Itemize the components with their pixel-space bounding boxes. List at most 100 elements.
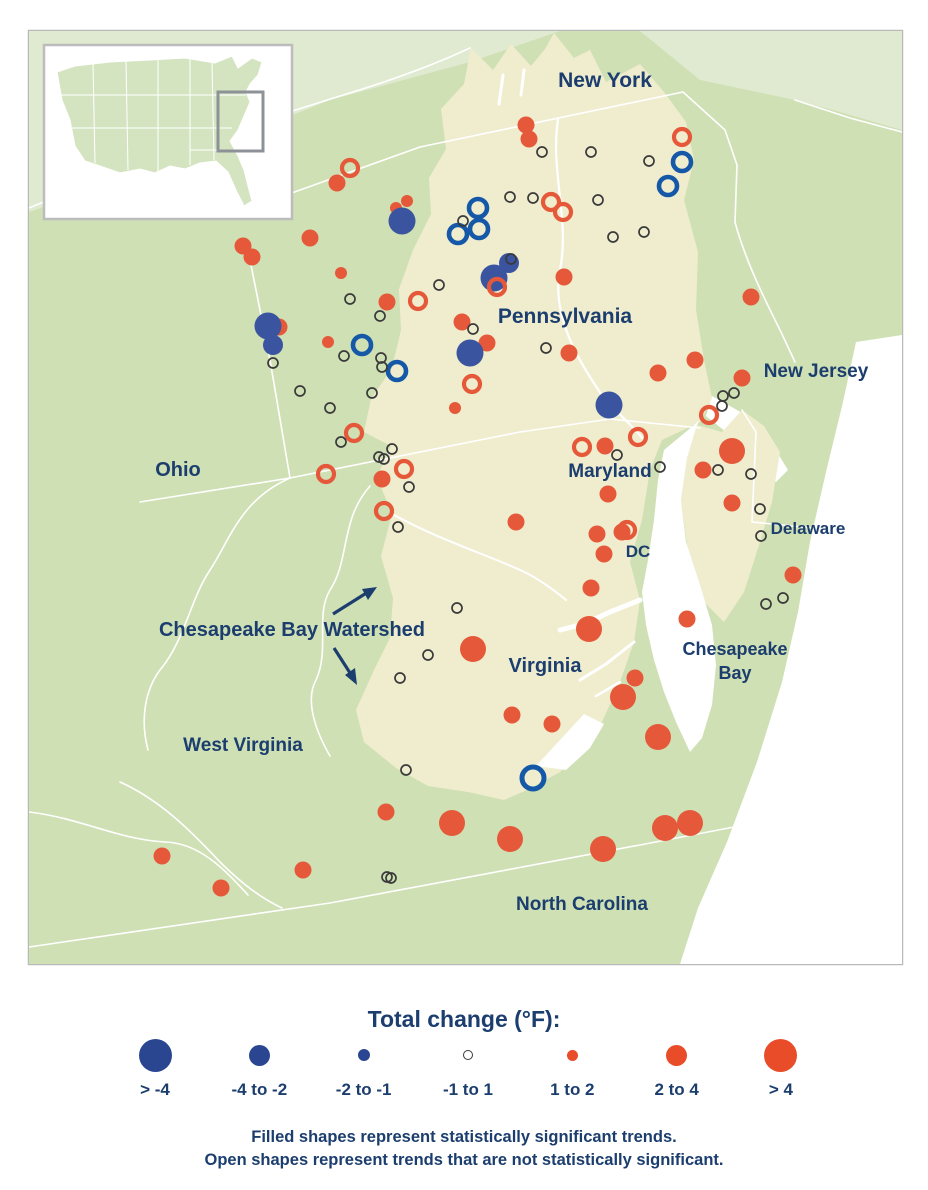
border-ny-nj <box>682 91 738 223</box>
station-marker-ko <box>504 191 516 203</box>
border-ne <box>794 99 902 133</box>
station-marker-ko <box>385 872 397 884</box>
station-marker-ko <box>592 194 604 206</box>
station-marker-bo <box>446 222 470 246</box>
station-marker-ko <box>386 443 398 455</box>
station-marker-rl <box>719 438 745 464</box>
station-marker-ko <box>324 402 336 414</box>
station-marker-rm <box>723 494 741 512</box>
station-marker-ro <box>627 426 649 448</box>
station-marker-bo <box>385 359 409 383</box>
border-wv-va <box>310 485 371 757</box>
station-marker-rm <box>649 364 667 382</box>
station-marker-rm <box>582 579 600 597</box>
station-marker-ro <box>540 191 562 213</box>
legend-item-gt-neg4: > -4 <box>112 1036 198 1100</box>
station-marker-ko <box>643 155 655 167</box>
station-marker-rm <box>555 268 573 286</box>
finger-lake-2 <box>519 68 526 97</box>
legend-item-gt-4: > 4 <box>738 1036 824 1100</box>
watershed-arrow-lower <box>332 647 357 685</box>
station-marker-rm <box>520 130 538 148</box>
station-marker-rl <box>497 826 523 852</box>
station-marker-ko <box>366 387 378 399</box>
york-river <box>594 680 622 698</box>
station-marker-rm <box>595 545 613 563</box>
station-marker-ko <box>611 449 623 461</box>
legend-marker-neg4-neg2 <box>248 1044 270 1066</box>
legend-title: Total change (°F): <box>367 1006 561 1032</box>
inset-highlight-box <box>216 90 265 153</box>
watershed-arrow-upper <box>332 587 377 616</box>
station-marker-ko <box>451 602 463 614</box>
station-marker-ko <box>540 342 552 354</box>
station-marker-ro <box>486 276 508 298</box>
station-marker-ko <box>433 279 445 291</box>
station-marker-rm <box>478 334 496 352</box>
station-marker-ro <box>343 422 365 444</box>
station-marker-ko <box>335 436 347 448</box>
station-marker-bo <box>656 174 680 198</box>
label-maryland: Maryland <box>568 461 651 482</box>
station-marker-ko <box>338 350 350 362</box>
station-marker-ro <box>671 126 693 148</box>
station-marker-ko <box>716 400 728 412</box>
station-marker-ro <box>461 373 483 395</box>
potomac-upper <box>391 513 567 601</box>
potomac-river <box>557 597 643 633</box>
us-inset-map <box>42 43 294 221</box>
station-marker-bo <box>670 150 694 174</box>
station-marker-bl <box>456 339 484 367</box>
label-ohio: Ohio <box>155 459 201 481</box>
station-marker-ko <box>585 146 597 158</box>
label-virginia: Virginia <box>509 655 583 677</box>
station-marker-ro <box>407 290 429 312</box>
station-marker-ko <box>376 361 388 373</box>
label-west-virginia: West Virginia <box>183 735 303 756</box>
station-marker-rm <box>560 344 578 362</box>
station-marker-bm <box>263 335 283 355</box>
station-marker-ko <box>344 293 356 305</box>
legend-marker-1-2 <box>566 1049 578 1061</box>
station-marker-ro <box>339 157 361 179</box>
station-marker-ko <box>755 530 767 542</box>
border-md-de <box>741 409 813 529</box>
station-marker-rm <box>503 706 521 724</box>
legend-marker-neg2-neg1 <box>357 1049 370 1061</box>
station-marker-rm <box>378 293 396 311</box>
us-outline <box>56 55 263 207</box>
station-marker-rm <box>588 525 606 543</box>
station-marker-ro <box>315 463 337 485</box>
station-marker-ko <box>392 521 404 533</box>
station-marker-rl <box>590 836 616 862</box>
station-marker-rl <box>439 810 465 836</box>
station-marker-ko <box>654 461 666 473</box>
border-ny-pa <box>249 91 684 209</box>
border-wv-oh <box>143 477 291 751</box>
station-marker-rm <box>212 879 230 897</box>
legend-item-2-4: 2 to 4 <box>634 1036 720 1100</box>
station-marker-ro <box>373 500 395 522</box>
legend-item-1-2: 1 to 2 <box>529 1036 615 1100</box>
station-marker-bo <box>466 196 490 220</box>
legend-marker-gt-neg4 <box>138 1038 172 1072</box>
station-marker-rm <box>328 174 346 192</box>
label-dc: DC <box>626 542 651 561</box>
station-marker-rm <box>453 313 471 331</box>
station-marker-bo <box>350 333 374 357</box>
station-marker-rm <box>784 566 802 584</box>
station-marker-rl <box>460 636 486 662</box>
station-marker-rm <box>742 288 760 306</box>
legend-item-neg4-neg2: -4 to -2 <box>216 1036 302 1100</box>
station-marker-bO <box>519 764 547 792</box>
station-marker-ko <box>536 146 548 158</box>
label-chesapeake: Chesapeake <box>682 639 787 659</box>
station-marker-ko <box>374 310 386 322</box>
legend-marker-neg1-1 <box>462 1050 473 1060</box>
station-marker-bl <box>388 207 416 235</box>
station-marker-rm <box>599 485 617 503</box>
label-bay: Bay <box>718 663 751 683</box>
label-new-york: New York <box>558 69 652 92</box>
station-marker-ko <box>457 215 469 227</box>
station-marker-ko <box>760 598 772 610</box>
